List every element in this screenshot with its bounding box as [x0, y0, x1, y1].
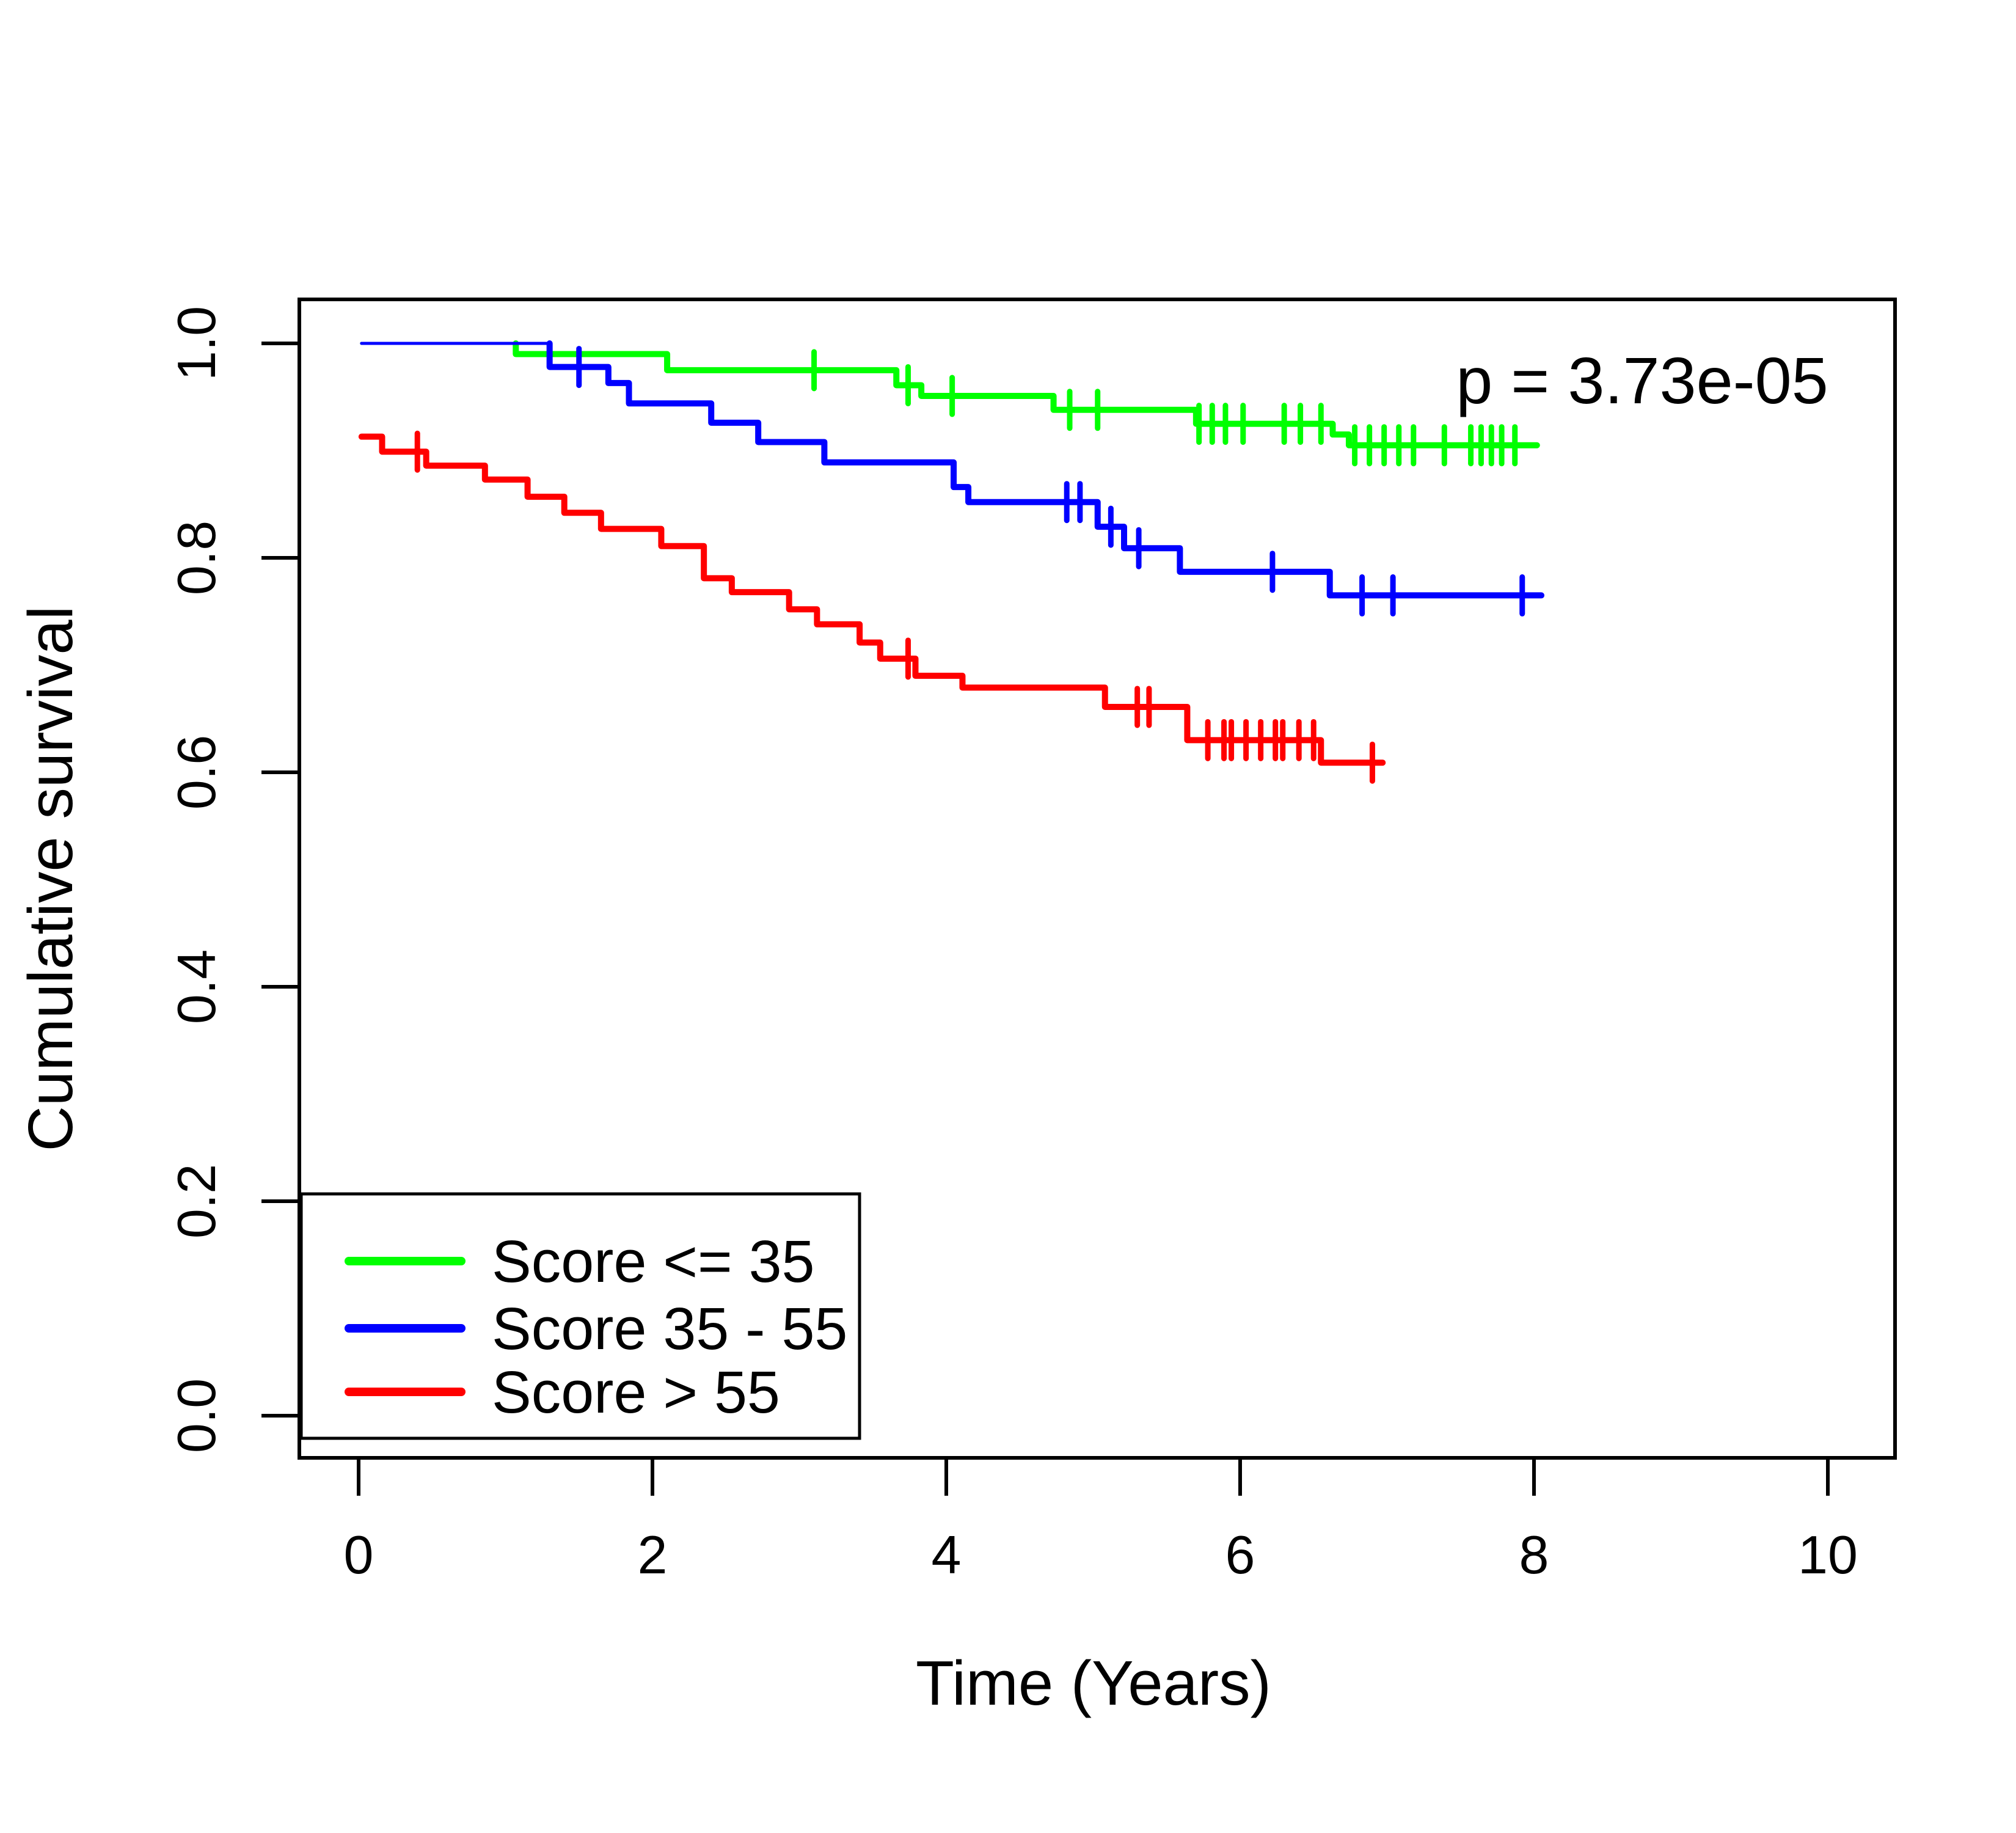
- y-axis-title: Cumulative survival: [15, 606, 86, 1152]
- legend-item-score-35-55: Score 35 - 55: [345, 1295, 847, 1362]
- survival-curves: [358, 340, 1545, 784]
- legend-item-score-gt-55: Score > 55: [345, 1359, 780, 1425]
- legend-item-score-le-35: Score <= 35: [345, 1228, 814, 1295]
- km-curve-score-gt-55: [358, 433, 1386, 766]
- x-axis-tick-label: 4: [932, 1524, 962, 1585]
- legend-label: Score <= 35: [492, 1228, 814, 1295]
- x-axis-tick-label: 2: [638, 1524, 668, 1585]
- x-axis-tick-label: 8: [1519, 1524, 1549, 1585]
- x-axis-tick-label: 0: [344, 1524, 374, 1585]
- x-axis-tick-label: 6: [1225, 1524, 1255, 1585]
- x-axis-title: Time (Years): [916, 1648, 1271, 1718]
- censor-marks-score-35-55: [576, 346, 1525, 616]
- y-axis-tick-label: 0.6: [166, 735, 227, 810]
- y-axis-tick-label: 0.4: [166, 949, 227, 1024]
- y-axis-tick-label: 0.0: [166, 1378, 227, 1453]
- censor-marks-score-le-35: [811, 349, 1518, 467]
- y-axis-tick-label: 1.0: [166, 306, 227, 381]
- plot-border: [298, 298, 1897, 1460]
- legend-label: Score > 55: [492, 1359, 780, 1425]
- km-curve-group-score-35-55: [360, 340, 1545, 616]
- km-curve-group-score-gt-55: [358, 430, 1386, 784]
- km-curve-score-35-55: [546, 340, 1545, 599]
- km-curve-score-le-35: [513, 340, 1540, 448]
- x-axis-tick-label: 10: [1798, 1524, 1858, 1585]
- km-curve-group-score-le-35: [360, 340, 1540, 467]
- y-axis: 0.0 0.2 0.4 0.6 0.8 1.0: [166, 306, 299, 1453]
- p-value-annotation: p = 3.73e-05: [1456, 343, 1828, 417]
- y-axis-tick-label: 0.8: [166, 521, 227, 595]
- y-axis-tick-label: 0.2: [166, 1164, 227, 1238]
- censor-marks-score-gt-55: [414, 430, 1375, 784]
- legend-label: Score 35 - 55: [492, 1295, 847, 1362]
- x-axis: 0 2 4 6 8 10: [344, 1458, 1858, 1585]
- legend-box: [299, 1192, 861, 1440]
